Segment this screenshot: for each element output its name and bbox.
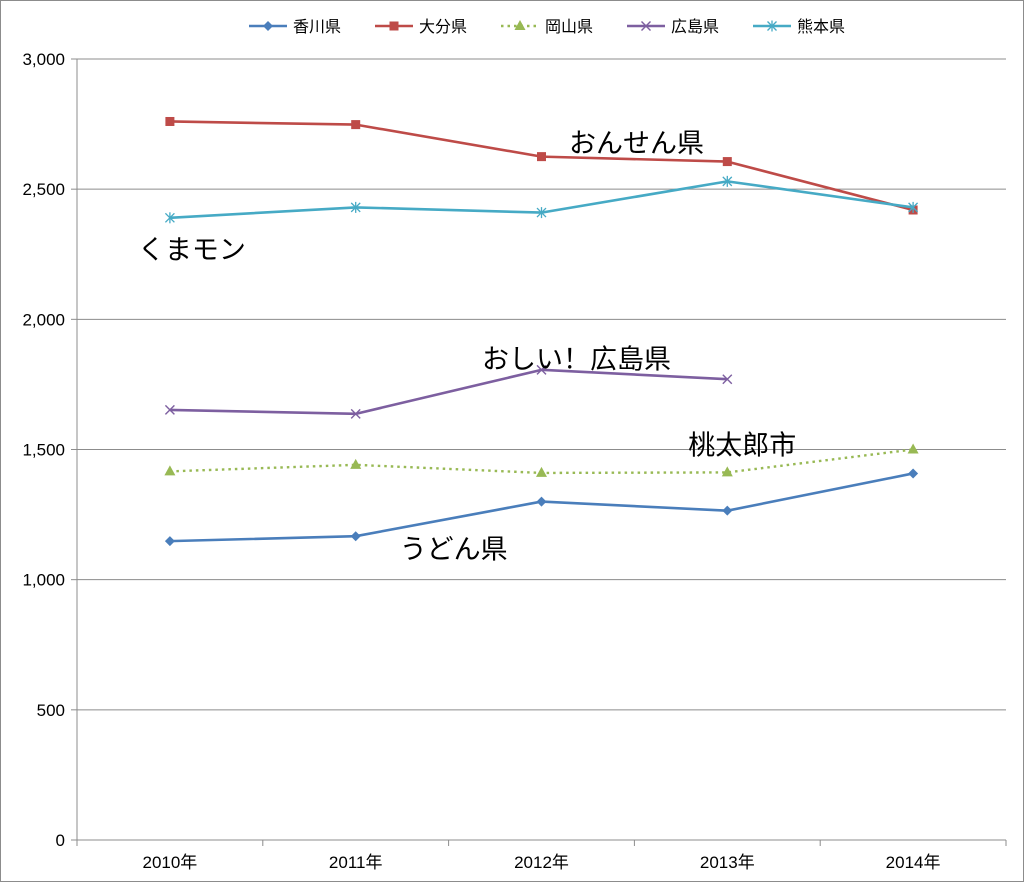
data-point xyxy=(536,207,547,219)
series-group xyxy=(164,116,919,547)
series-3 xyxy=(164,443,919,477)
data-point xyxy=(908,201,919,213)
chart-annotation: うどん県 xyxy=(400,534,508,565)
axes xyxy=(71,58,1007,846)
y-tick-label: 1,500 xyxy=(22,441,65,460)
data-point xyxy=(722,157,732,167)
y-tick-label: 2,500 xyxy=(22,180,65,199)
data-point xyxy=(350,408,361,419)
series-line xyxy=(169,368,728,416)
legend-label: 広島県 xyxy=(671,17,719,36)
data-point xyxy=(908,468,919,479)
legend-marker xyxy=(389,21,399,31)
series-2 xyxy=(165,116,918,215)
gridlines xyxy=(77,58,1006,711)
chart-annotation: くまモン xyxy=(138,235,246,266)
data-point xyxy=(164,404,175,415)
x-tick-label: 2013年 xyxy=(700,853,755,872)
legend-marker xyxy=(641,21,651,31)
data-point xyxy=(350,201,361,213)
x-tick-label: 2012年 xyxy=(514,853,569,872)
x-tick-label: 2010年 xyxy=(142,853,197,872)
legend-label: 熊本県 xyxy=(797,17,845,36)
legend-marker xyxy=(514,20,526,30)
legend: 香川県 大分県 岡山県 広島県 熊本県 xyxy=(249,17,845,36)
legend-entry: 香川県 xyxy=(249,17,341,36)
legend-entry: 広島県 xyxy=(627,17,719,36)
data-point xyxy=(536,466,547,477)
y-tick-labels: 0 500 1,000 1,500 2,000 2,500 3,000 xyxy=(22,50,65,850)
data-point xyxy=(351,120,361,130)
data-point xyxy=(164,465,176,476)
data-point xyxy=(537,152,546,162)
data-point xyxy=(165,116,175,126)
data-point xyxy=(164,536,175,547)
legend-label: 大分県 xyxy=(419,17,467,36)
y-tick-label: 1,000 xyxy=(22,571,65,590)
chart-annotation: おんせん県 xyxy=(569,128,704,159)
x-tick-label: 2014年 xyxy=(886,853,941,872)
data-point xyxy=(350,458,362,469)
chart-annotation: 桃太郎市 xyxy=(688,430,796,461)
legend-marker xyxy=(767,20,777,32)
legend-label: 香川県 xyxy=(293,17,341,36)
data-point xyxy=(536,364,547,375)
legend-entry: 大分県 xyxy=(375,17,467,36)
legend-marker xyxy=(263,21,273,31)
series-5 xyxy=(164,175,919,224)
legend-label: 岡山県 xyxy=(545,17,593,36)
series-1 xyxy=(164,468,919,547)
legend-entry: 岡山県 xyxy=(501,17,593,36)
data-point xyxy=(721,466,733,477)
y-tick-label: 2,000 xyxy=(22,310,65,329)
y-tick-label: 500 xyxy=(37,701,65,720)
series-line xyxy=(169,472,914,543)
y-tick-label: 0 xyxy=(56,831,65,850)
data-point xyxy=(350,531,361,542)
x-tick-label: 2011年 xyxy=(329,853,383,872)
x-tick-labels: 2010年 2011年 2012年 2013年 2014年 xyxy=(142,853,940,872)
data-point xyxy=(722,175,733,187)
chart-annotation: おしい！広島県 xyxy=(482,344,671,375)
data-point xyxy=(722,374,733,385)
data-point xyxy=(722,505,733,516)
y-tick-label: 3,000 xyxy=(22,50,65,69)
data-point xyxy=(164,212,175,224)
series-4 xyxy=(164,364,733,419)
data-point xyxy=(536,496,547,507)
legend-entry: 熊本県 xyxy=(753,17,845,36)
series-line xyxy=(169,120,914,212)
data-point xyxy=(907,443,919,454)
